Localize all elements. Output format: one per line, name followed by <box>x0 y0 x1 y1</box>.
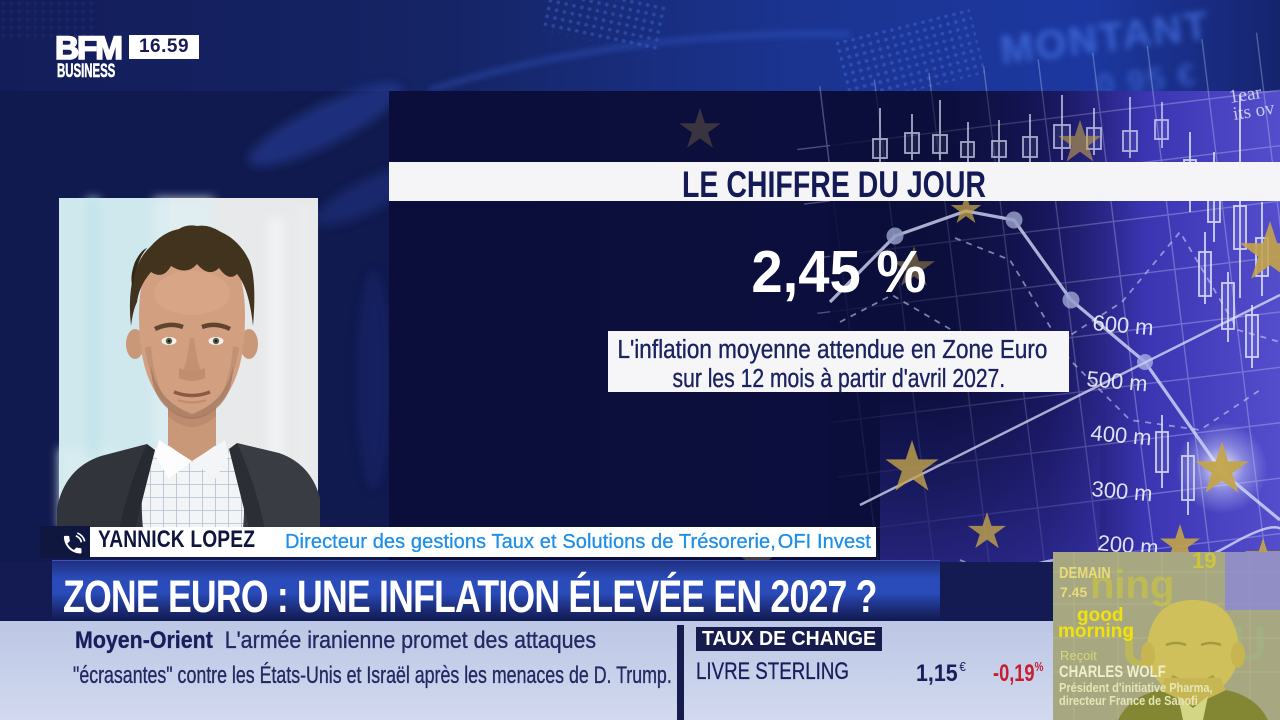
svg-text:19: 19 <box>1192 548 1216 573</box>
svg-text:300 m: 300 m <box>1091 476 1154 506</box>
svg-text:500 m: 500 m <box>1086 366 1149 396</box>
svg-text:ning: ning <box>1090 563 1174 607</box>
svg-text:1ear: 1ear <box>1227 82 1263 108</box>
svg-text:400 m: 400 m <box>1090 420 1153 450</box>
svg-text:600 m: 600 m <box>1092 310 1155 340</box>
